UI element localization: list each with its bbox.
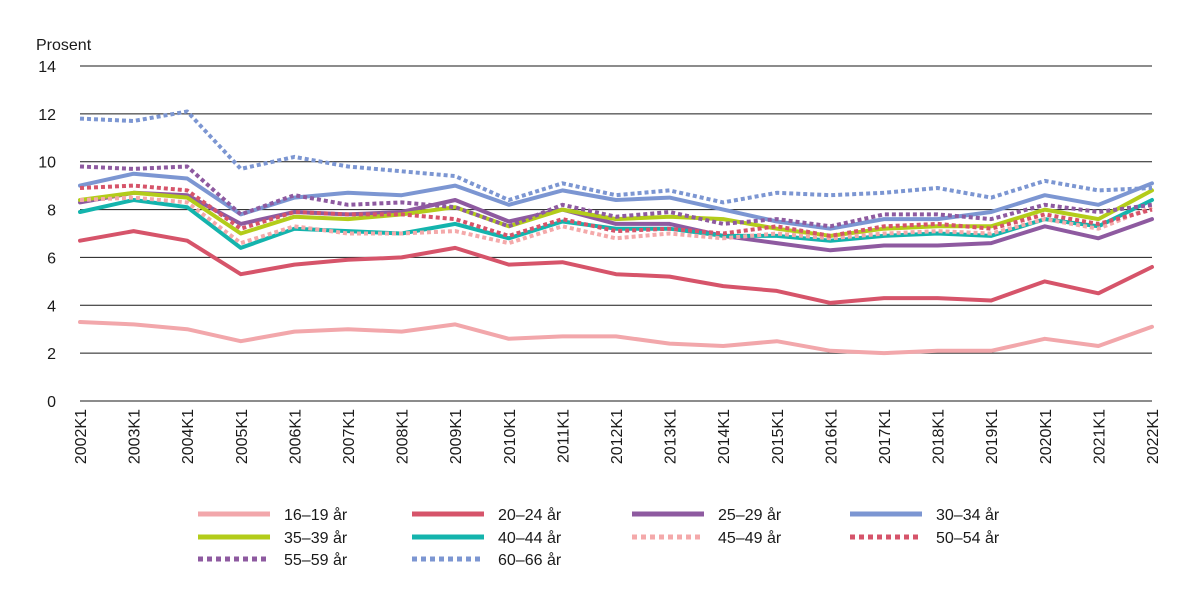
y-tick-label: 2: [47, 346, 56, 363]
series-line-9: [79, 109, 1153, 205]
x-tick-label: 2013K1: [663, 409, 680, 464]
x-tick-label: 2018K1: [931, 409, 948, 464]
legend-label-4: 35–39 år: [284, 529, 348, 547]
legend-label-1: 20–24 år: [498, 506, 562, 524]
y-tick-label: 0: [47, 394, 56, 411]
series-lines: [78, 109, 1154, 356]
x-tick-label: 2020K1: [1038, 409, 1055, 464]
legend-label-9: 60–66 år: [498, 551, 562, 569]
legend-label-8: 55–59 år: [284, 551, 348, 569]
x-tick-label: 2007K1: [341, 409, 358, 464]
series-line-1: [78, 229, 1154, 305]
y-axis-ticks: 0 2 4 6 8 10 12 14: [38, 59, 56, 411]
x-tick-label: 2009K1: [448, 409, 465, 464]
x-tick-label: 2019K1: [984, 409, 1001, 464]
legend-label-7: 50–54 år: [936, 529, 1000, 547]
x-tick-label: 2021K1: [1091, 409, 1108, 464]
series-line-2: [78, 190, 1154, 253]
y-tick-label: 10: [38, 155, 56, 172]
x-tick-label: 2022K1: [1145, 409, 1162, 464]
series-line-7: [79, 183, 1153, 238]
x-tick-label: 2006K1: [287, 409, 304, 464]
y-tick-label: 12: [38, 107, 56, 124]
legend-label-3: 30–34 år: [936, 506, 1000, 524]
x-tick-label: 2003K1: [127, 409, 144, 464]
x-tick-label: 2014K1: [716, 409, 733, 464]
y-tick-label: 4: [47, 298, 56, 315]
x-tick-label: 2004K1: [180, 409, 197, 464]
series-line-0: [78, 320, 1154, 356]
legend: 16–19 år 20–24 år 25–29 år 30–34 år 35–39 år…: [198, 506, 1000, 569]
x-tick-label: 2012K1: [609, 409, 626, 464]
x-tick-label: 2015K1: [770, 409, 787, 464]
legend-label-6: 45–49 år: [718, 529, 782, 547]
y-tick-label: 8: [47, 203, 56, 220]
y-tick-label: 14: [38, 59, 56, 76]
y-axis-title: Prosent: [36, 37, 92, 54]
x-tick-label: 2016K1: [823, 409, 840, 464]
x-tick-label: 2010K1: [502, 409, 519, 464]
y-tick-label: 6: [47, 250, 56, 267]
x-axis-ticks: 2002K1 2003K1 2004K1 2005K1 2006K1 2007K1 2008…: [73, 409, 1162, 464]
x-tick-label: 2002K1: [73, 409, 90, 464]
series-line-8: [79, 164, 1153, 229]
legend-label-2: 25–29 år: [718, 506, 782, 524]
x-tick-label: 2017K1: [877, 409, 894, 464]
x-tick-label: 2005K1: [234, 409, 251, 464]
legend-label-0: 16–19 år: [284, 506, 348, 524]
series-line-5: [78, 198, 1154, 250]
legend-label-5: 40–44 år: [498, 529, 562, 547]
x-tick-label: 2008K1: [395, 409, 412, 464]
x-tick-label: 2011K1: [555, 409, 572, 463]
